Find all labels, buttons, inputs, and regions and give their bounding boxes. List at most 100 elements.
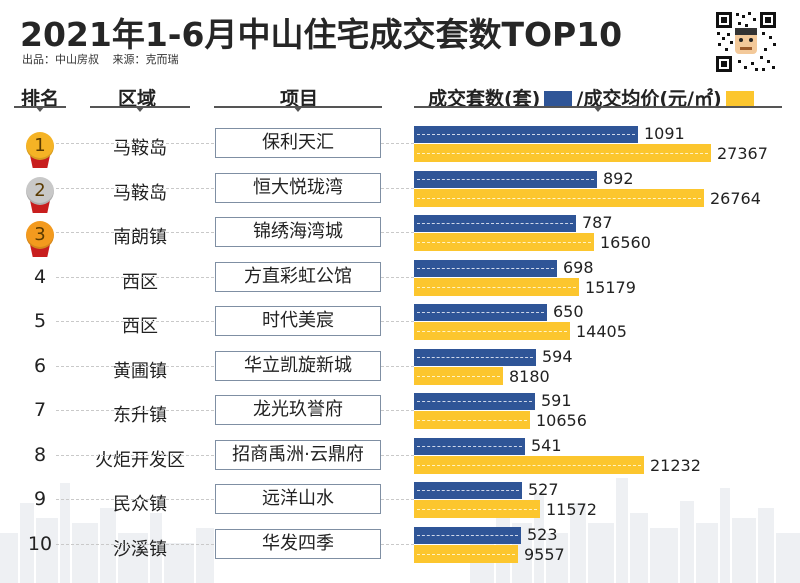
row-leader-line — [56, 321, 214, 322]
legend-price-label: /成交均价(元/㎡) — [576, 88, 722, 110]
price-bar — [414, 233, 594, 251]
project-name-box: 华发四季 — [215, 528, 381, 559]
legend-units-swatch — [544, 91, 573, 107]
row-leader-line — [56, 276, 214, 278]
table-row: 1 马鞍岛 保利天汇 1091 27367 — [0, 124, 800, 170]
chart-legend: 成交套数(套) /成交均价(元/㎡) — [428, 84, 758, 111]
district-cell: 南朗镇 — [113, 227, 167, 248]
row-leader-line — [381, 454, 414, 456]
project-name-box: 锦绣海湾城 — [215, 217, 381, 247]
row-leader-line — [381, 365, 414, 367]
page-title: 2021年1-6月中山住宅成交套数TOP10 — [20, 15, 623, 54]
project-name-box: 时代美宸 — [215, 306, 381, 336]
district-cell: 黄圃镇 — [113, 360, 167, 382]
units-bar — [414, 170, 597, 188]
units-bar — [414, 393, 535, 410]
units-bar — [414, 126, 638, 143]
row-leader-line — [56, 232, 214, 233]
district-cell: 民众镇 — [113, 494, 167, 515]
row-leader-line — [381, 276, 414, 278]
source-label: 来源：克而瑞 — [112, 53, 179, 66]
row-leader-line — [381, 232, 414, 233]
units-value-label: 892 — [603, 168, 634, 188]
credits: 出品：中山房叔 来源：克而瑞 — [22, 51, 179, 67]
row-leader-line — [381, 543, 414, 545]
price-bar — [414, 544, 518, 563]
project-name-box: 龙光玖誉府 — [215, 395, 381, 425]
row-leader-line — [381, 499, 414, 500]
price-value-label: 26764 — [710, 188, 761, 208]
rank-medal-gold: 1 — [26, 132, 54, 168]
price-value-label: 15179 — [585, 277, 636, 297]
rank-number: 3 — [26, 221, 54, 249]
units-value-label: 1091 — [644, 124, 685, 143]
price-bar — [414, 188, 704, 207]
price-bar — [414, 366, 503, 385]
row-leader-line — [56, 454, 214, 456]
price-value-label: 21232 — [650, 455, 701, 475]
units-bar — [414, 259, 557, 277]
qr-code[interactable] — [714, 10, 778, 74]
units-value-label: 594 — [542, 346, 573, 366]
table-row: 4 西区 方直彩虹公馆 698 15179 — [0, 258, 800, 304]
district-cell: 东升镇 — [113, 405, 167, 426]
table-row: 8 火炬开发区 招商禹洲·云鼎府 541 21232 — [0, 435, 800, 482]
price-bar — [414, 277, 579, 296]
price-bar — [414, 500, 540, 518]
units-value-label: 787 — [582, 213, 613, 232]
row-leader-line — [56, 187, 214, 189]
table-row: 2 马鞍岛 恒大悦珑湾 892 26764 — [0, 168, 800, 215]
rank-medal-bronze: 3 — [26, 221, 54, 257]
units-bar — [414, 304, 547, 321]
rank-number: 2 — [26, 176, 54, 205]
price-bar — [414, 455, 644, 474]
rank-number: 8 — [33, 443, 47, 466]
project-name-box: 华立凯旋新城 — [215, 350, 381, 381]
table-row: 3 南朗镇 锦绣海湾城 787 16560 — [0, 213, 800, 259]
table-row: 5 西区 时代美宸 650 14405 — [0, 302, 800, 348]
units-bar — [414, 437, 525, 455]
row-leader-line — [381, 187, 414, 189]
project-column-header: 项目 — [280, 88, 319, 110]
project-name-box: 招商禹洲·云鼎府 — [215, 439, 381, 470]
rank-header-tick — [35, 106, 45, 112]
district-header-tick — [135, 106, 145, 112]
units-value-label: 650 — [553, 302, 584, 321]
rank-column-header: 排名 — [21, 88, 60, 110]
district-column-header: 区域 — [118, 88, 157, 110]
project-header-tick — [293, 106, 303, 112]
price-value-label: 27367 — [717, 144, 768, 163]
legend-units-label: 成交套数(套) — [428, 88, 541, 110]
price-value-label: 9557 — [524, 544, 565, 564]
chart-header-tick — [593, 106, 603, 112]
rank-number: 4 — [33, 265, 47, 288]
project-name-box: 远洋山水 — [215, 484, 381, 514]
row-leader-line — [56, 543, 214, 545]
row-leader-line — [56, 365, 214, 367]
rank-number: 1 — [26, 132, 54, 160]
units-value-label: 541 — [531, 435, 562, 455]
district-cell: 西区 — [122, 271, 158, 293]
price-bar — [414, 411, 530, 429]
rank-number: 10 — [27, 532, 53, 555]
price-value-label: 11572 — [546, 500, 597, 519]
row-leader-line — [56, 410, 214, 411]
table-row: 6 黄圃镇 华立凯旋新城 594 8180 — [0, 346, 800, 393]
project-name-box: 恒大悦珑湾 — [215, 172, 381, 203]
project-name-box: 保利天汇 — [215, 128, 381, 158]
rank-number: 5 — [33, 310, 47, 332]
rank-medal-silver: 2 — [26, 176, 54, 213]
district-cell: 沙溪镇 — [113, 538, 167, 560]
publisher-label: 出品：中山房叔 — [22, 53, 99, 66]
table-row: 9 民众镇 远洋山水 527 11572 — [0, 480, 800, 526]
row-leader-line — [381, 321, 414, 322]
price-bar — [414, 322, 570, 340]
price-value-label: 8180 — [509, 366, 550, 386]
units-bar — [414, 482, 522, 499]
units-bar — [414, 526, 521, 544]
district-cell: 西区 — [122, 316, 158, 337]
units-value-label: 527 — [528, 480, 559, 499]
price-bar — [414, 144, 711, 162]
price-value-label: 16560 — [600, 233, 651, 252]
